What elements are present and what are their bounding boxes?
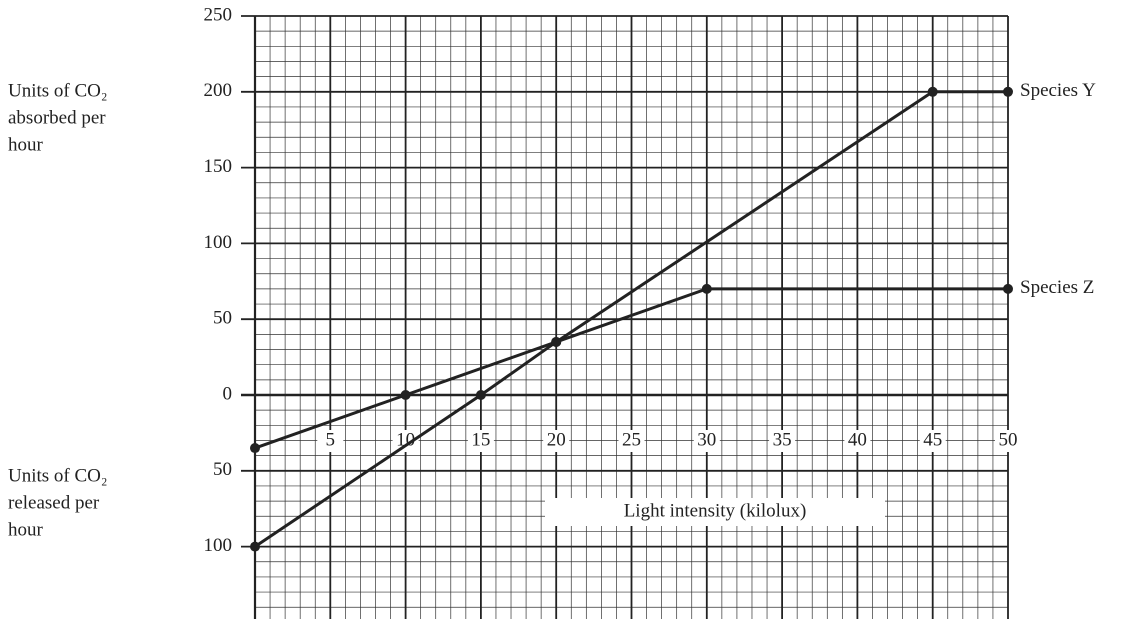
series-label: Species Y <box>1020 80 1096 101</box>
y-axis-label: Units of CO₂ <box>8 80 108 101</box>
x-tick-label-bg <box>919 430 946 452</box>
y-axis-label: Units of CO₂ <box>8 465 108 486</box>
x-tick-label: 5 <box>326 429 336 450</box>
y-tick-label: 100 <box>204 535 233 556</box>
x-tick-label: 30 <box>697 429 716 450</box>
x-tick-label: 15 <box>471 429 490 450</box>
data-point <box>701 283 712 294</box>
x-tick-label-bg <box>769 430 796 452</box>
data-point <box>1003 283 1013 294</box>
x-tick-label-bg <box>844 430 871 452</box>
x-tick-label: 25 <box>622 429 641 450</box>
x-tick-label-bg <box>693 430 720 452</box>
x-tick-label: 50 <box>999 429 1018 450</box>
x-axis-label: Light intensity (kilolux) <box>624 500 807 521</box>
y-tick-label: 250 <box>204 4 233 25</box>
data-point <box>400 390 411 400</box>
y-axis-label: hour <box>8 134 44 155</box>
y-axis-label: absorbed per <box>8 107 106 128</box>
x-tick-label-bg <box>995 430 1021 452</box>
y-tick-label: 50 <box>213 308 232 329</box>
x-label-bg <box>545 498 885 526</box>
y-axis-label: released per <box>8 492 100 513</box>
data-point <box>1003 86 1013 97</box>
y-tick-label: 100 <box>204 232 233 253</box>
x-tick-label-bg <box>618 430 645 452</box>
x-tick-label: 10 <box>396 429 415 450</box>
data-point <box>927 86 938 97</box>
x-tick-label-bg <box>392 430 419 452</box>
data-point <box>475 390 486 400</box>
y-axis-label: hour <box>8 519 44 540</box>
series-label: Species Z <box>1020 277 1094 298</box>
y-tick-label: 0 <box>223 383 233 404</box>
x-tick-label: 40 <box>848 429 867 450</box>
x-tick-label: 35 <box>773 429 792 450</box>
data-point <box>250 541 260 552</box>
x-tick-label-bg <box>317 430 344 452</box>
data-point <box>551 336 562 347</box>
x-tick-label: 45 <box>923 429 942 450</box>
x-tick-label-bg <box>467 430 494 452</box>
x-tick-label: 20 <box>547 429 566 450</box>
x-tick-label-bg <box>543 430 570 452</box>
y-tick-label: 200 <box>204 80 233 101</box>
y-tick-label: 50 <box>213 459 232 480</box>
y-tick-label: 150 <box>204 156 233 177</box>
data-point <box>250 443 260 454</box>
